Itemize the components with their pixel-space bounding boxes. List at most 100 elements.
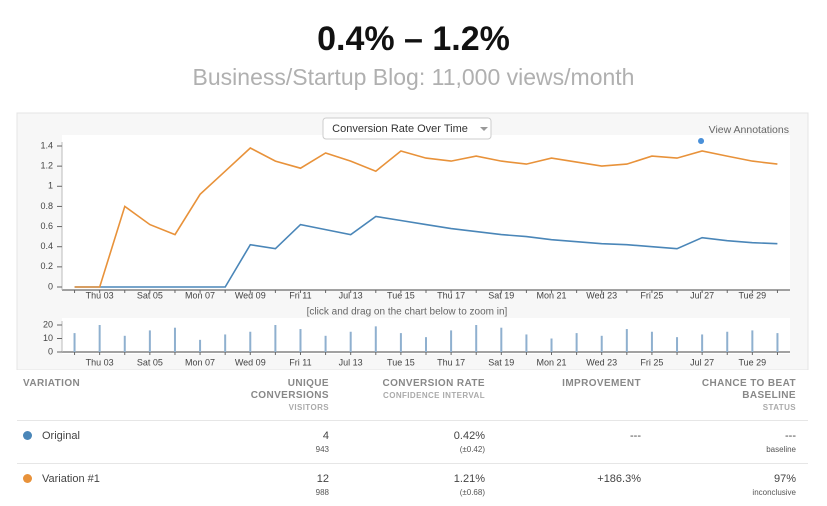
y-tick-label: 0.2 (40, 261, 53, 271)
table-header: VARIATION UNIQUE CONVERSIONS VISITORS CON… (17, 372, 808, 421)
y-tick-label: 1 (48, 181, 53, 191)
x-tick-label: Mon 07 (185, 290, 215, 300)
title: 0.4% – 1.2% (317, 20, 510, 58)
line-series (74, 147, 778, 288)
status: baseline (766, 445, 796, 454)
bar (299, 329, 302, 352)
conversion-rate: 1.21% (453, 473, 485, 485)
table-row: Original 4 943 0.42% (±0.42) --- --- baseli… (17, 420, 808, 464)
y-tick-label: 0 (48, 281, 53, 291)
column-title: IMPROVEMENT (562, 378, 641, 389)
visitors: 943 (315, 445, 329, 454)
subtitle: Business/Startup Blog: 11,000 views/mont… (192, 64, 635, 90)
confidence-interval: (±0.42) (459, 445, 485, 454)
x-tick-label: Sat 19 (488, 290, 514, 300)
variation-name: Variation #1 (42, 473, 100, 485)
x-tick-label: Sat 05 (137, 357, 163, 367)
x-tick-label: Sat 19 (488, 357, 514, 367)
annotations-link[interactable]: View Annotations (709, 124, 789, 136)
bar (224, 334, 227, 352)
x-tick-label: Fri 25 (640, 290, 663, 300)
table-row: Variation #1 12 988 1.21% (±0.68) +186.3% … (17, 463, 808, 506)
bar (550, 338, 553, 352)
x-tick-label: Tue 29 (739, 290, 767, 300)
bar (676, 337, 679, 352)
cell: 97% inconclusive (653, 463, 808, 506)
bar (374, 326, 377, 352)
bar (726, 331, 729, 352)
conversions: 12 (316, 473, 329, 485)
x-tick-label: Thu 03 (86, 357, 114, 367)
improvement: +186.3% (597, 473, 641, 485)
chance: 97% (773, 473, 796, 485)
x-tick-label: Mon 07 (185, 357, 215, 367)
cell: --- (497, 420, 653, 464)
dropdown[interactable] (322, 117, 492, 140)
bar (701, 334, 704, 352)
bar (249, 331, 252, 352)
plot-area (62, 135, 790, 290)
bar (450, 330, 453, 352)
bar (500, 327, 503, 352)
y-tick-label: 1.4 (40, 140, 53, 150)
x-tick-label: Tue 15 (387, 357, 415, 367)
navigator-chart[interactable]: 0 10 20 Thu 03 Sat 05 Mon 07 Wed 09 Fri 11 Jul 1… (43, 319, 790, 367)
bar (324, 335, 327, 352)
y-tick-label: 0 (48, 346, 53, 356)
cell: 4 943 (205, 420, 341, 464)
x-tick-label: Wed 09 (235, 290, 266, 300)
bar (525, 334, 528, 352)
column-title: VARIATION (23, 378, 81, 389)
x-tick-label: Thu 17 (437, 357, 465, 367)
x-tick-label: Wed 23 (586, 357, 617, 367)
results-table: VARIATION UNIQUE CONVERSIONS VISITORS CON… (17, 372, 808, 506)
cell: 12 988 (205, 463, 341, 506)
bar (274, 325, 277, 352)
x-tick-label: Thu 17 (437, 290, 465, 300)
y-tick-label: 20 (43, 319, 53, 329)
zoom-hint: [click and drag on the chart below to zo… (307, 307, 508, 318)
dropdown-label[interactable]: Conversion Rate Over Time (332, 123, 468, 135)
y-tick-label: 10 (43, 333, 53, 343)
bar (425, 337, 427, 352)
x-tick-label: Fri 25 (640, 357, 663, 367)
visitors: 988 (315, 488, 329, 497)
column-subtitle: STATUS (762, 403, 796, 412)
cell: +186.3% (497, 463, 653, 506)
column-header: IMPROVEMENT (497, 372, 653, 421)
annotation-marker[interactable] (698, 138, 705, 144)
x-tick-label: Mon 21 (537, 290, 567, 300)
cell: --- baseline (653, 420, 808, 464)
row-dot (23, 474, 32, 483)
x-tick-label: Tue 29 (739, 357, 767, 367)
line-series (74, 215, 778, 288)
x-tick-label: Jul 27 (690, 357, 714, 367)
column-title: CHANCE TO BEAT BASELINE (701, 378, 796, 401)
x-tick-label: Wed 23 (586, 290, 617, 300)
column-subtitle: VISITORS (288, 403, 329, 412)
bar (575, 333, 578, 352)
main-chart: 0 0.2 0.4 0.6 0.8 1 1.2 1.4 Thu 03 Sat 05 Mon 07 We… (40, 140, 790, 300)
cell: 0.42% (±0.42) (341, 420, 497, 464)
cell: Original (17, 420, 205, 464)
bar (650, 331, 653, 352)
column-header: CONVERSION RATE CONFIDENCE INTERVAL (341, 372, 497, 421)
column-title: UNIQUE CONVERSIONS (250, 378, 329, 401)
x-tick-label: Thu 03 (86, 290, 114, 300)
bar (600, 335, 603, 352)
conversions: 4 (322, 430, 329, 442)
bar (625, 329, 628, 352)
row-dot (23, 431, 32, 440)
bar (98, 325, 101, 352)
status: inconclusive (752, 488, 796, 497)
confidence-interval: (±0.68) (459, 488, 485, 497)
y-tick-label: 0.8 (40, 201, 53, 211)
chance: --- (785, 430, 796, 442)
bar (73, 333, 76, 352)
dropdown-arrow (480, 127, 488, 131)
bar (776, 333, 779, 352)
bar (751, 330, 754, 352)
x-tick-label: Wed 09 (235, 357, 266, 367)
x-tick-label: Jul 13 (339, 357, 363, 367)
